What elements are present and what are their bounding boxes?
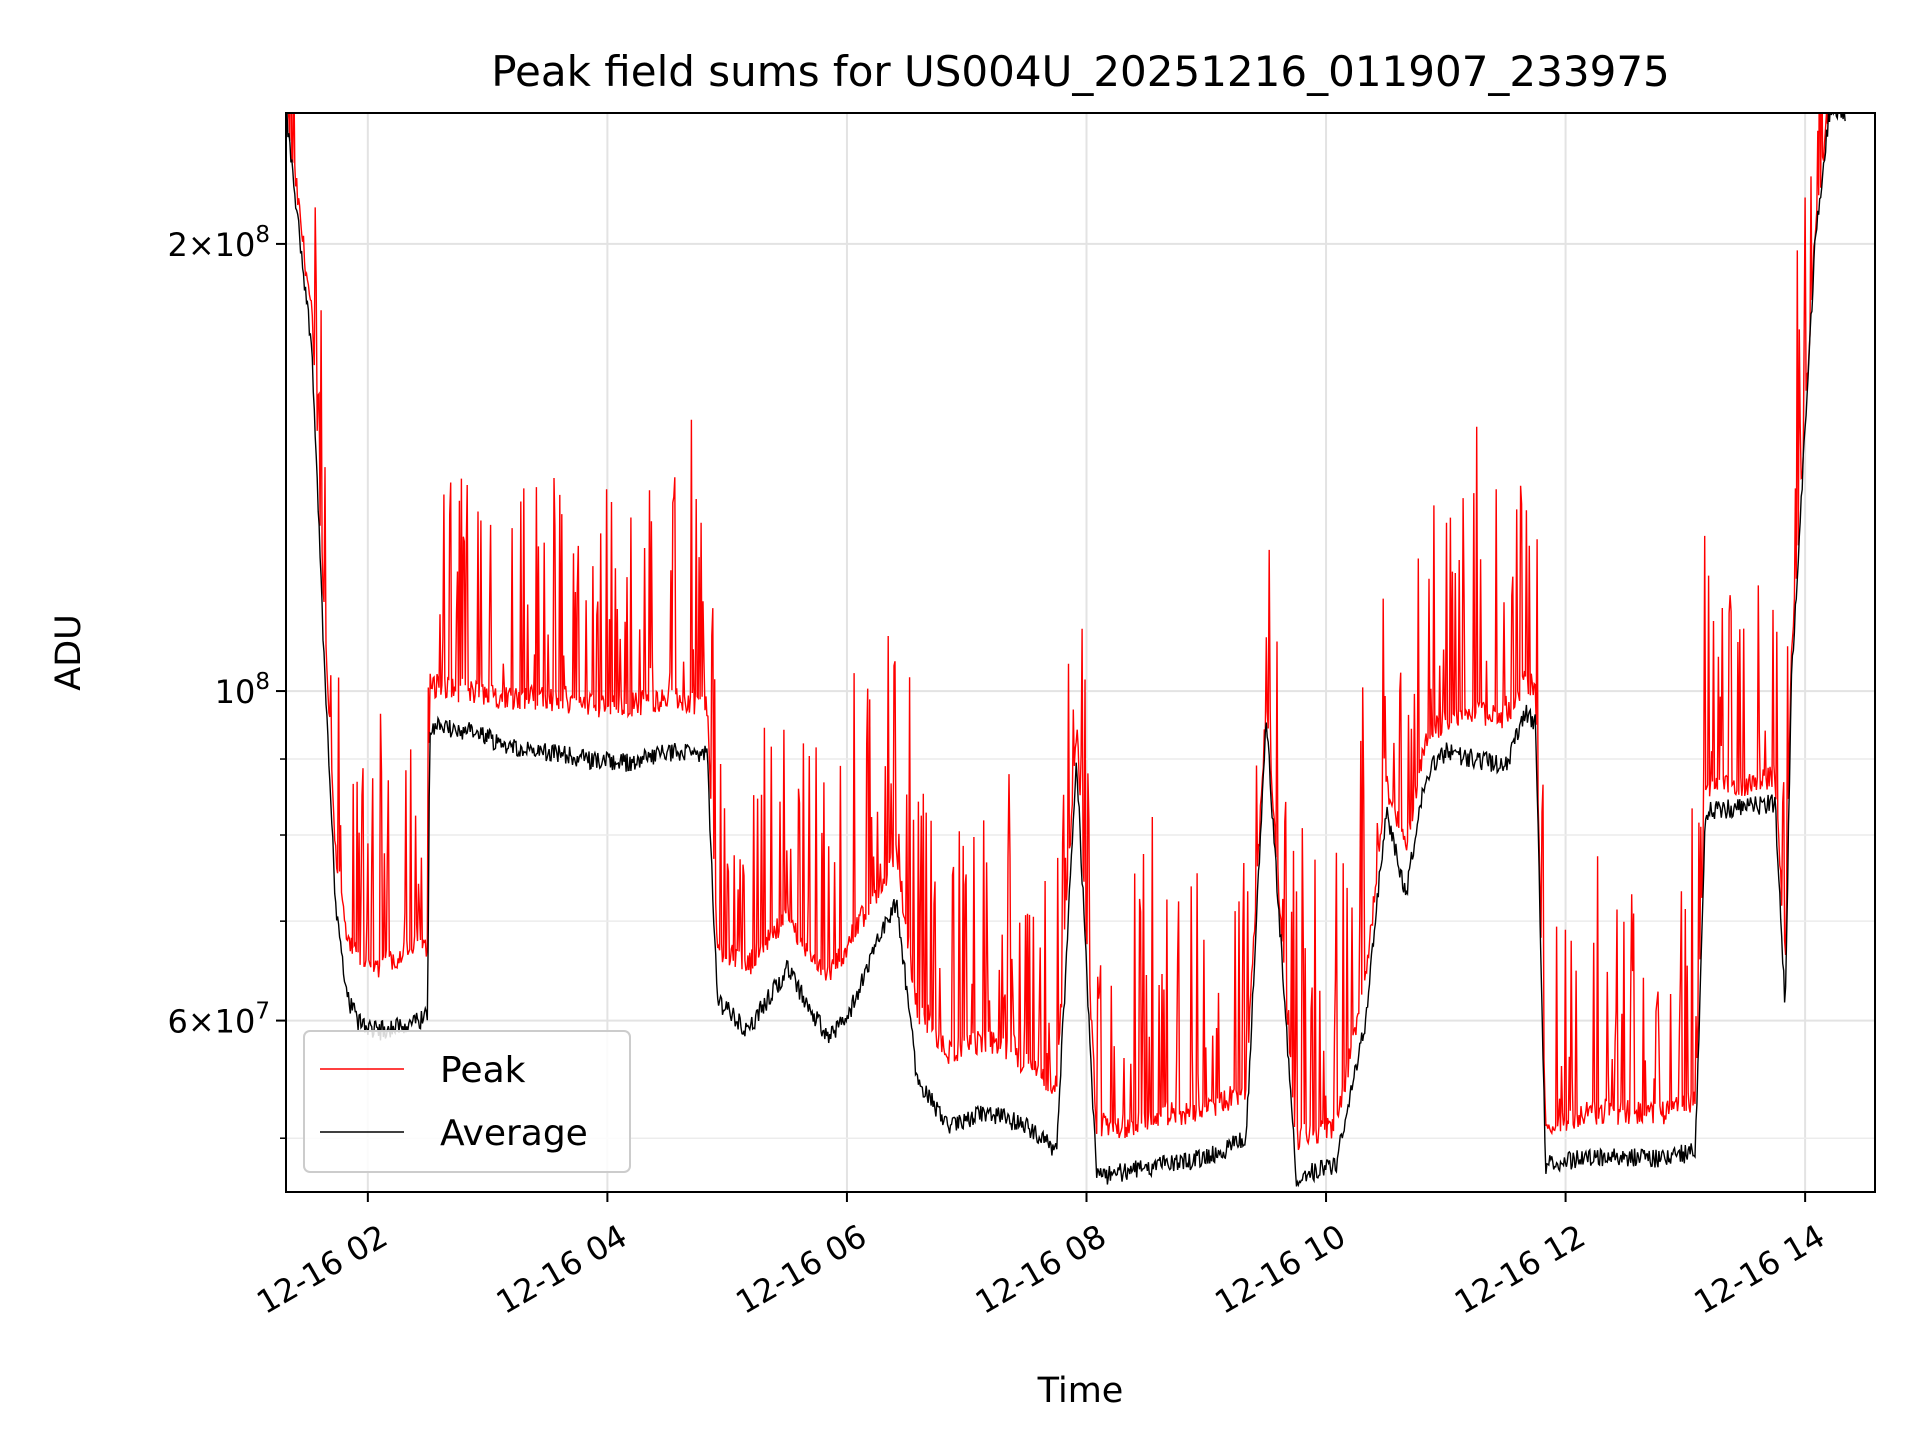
y-axis-title: ADU <box>49 614 89 691</box>
plot-frame <box>285 112 1876 1193</box>
legend-box <box>303 1030 631 1173</box>
x-axis-title: Time <box>1037 1371 1124 1411</box>
y-tick-label: 108 <box>215 669 270 711</box>
legend-label-peak: Peak <box>440 1050 526 1091</box>
legend: Peak Average <box>303 1030 631 1173</box>
series-line-peak <box>287 113 1829 1151</box>
series-line-average <box>286 113 1846 1188</box>
legend-label-average: Average <box>440 1113 588 1154</box>
plot-area <box>286 113 1846 1188</box>
y-axis-ticks: 6×107 108 2×108 <box>167 222 286 1139</box>
chart-title: Peak field sums for US004U_20251216_0119… <box>491 47 1670 96</box>
y-tick-label: 2×108 <box>167 222 270 264</box>
y-tick-label: 6×107 <box>167 999 270 1041</box>
